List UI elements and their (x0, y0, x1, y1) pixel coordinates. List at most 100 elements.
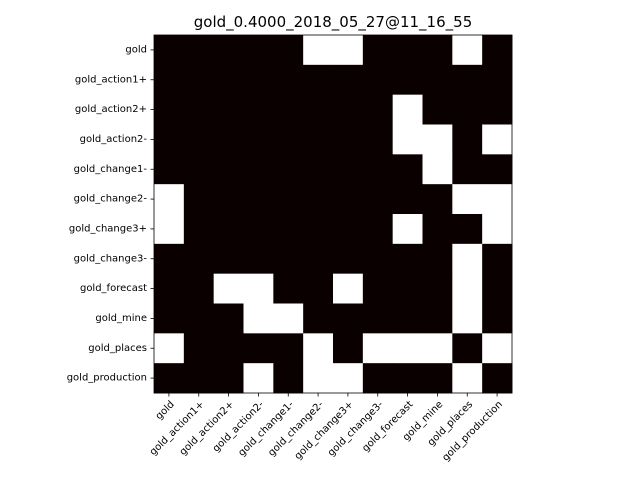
heatmap-cell (452, 333, 483, 364)
heatmap-cell (303, 64, 334, 96)
heatmap-cell (213, 303, 244, 334)
heatmap-cell (303, 303, 334, 334)
heatmap-cell (333, 184, 364, 215)
heatmap-cell (243, 64, 274, 96)
heatmap-cell (422, 184, 453, 215)
heatmap-cell (482, 154, 513, 185)
x-tick-label: gold (154, 399, 177, 422)
heatmap-cell (482, 184, 513, 215)
heatmap-cell (243, 184, 274, 215)
heatmap-cell (183, 64, 215, 96)
heatmap-cell (213, 184, 244, 215)
heatmap-cell (154, 333, 185, 364)
heatmap-cell (273, 214, 304, 245)
heatmap-cell (273, 64, 304, 96)
heatmap-cell (273, 35, 304, 66)
heatmap-cell (452, 363, 483, 394)
heatmap-cell (452, 243, 483, 275)
heatmap-cell (362, 184, 394, 215)
heatmap-cell (452, 303, 483, 334)
y-tick-label: gold_mine (95, 313, 147, 324)
heatmap-cell (392, 333, 423, 364)
y-tick-label: gold_action1+ (75, 74, 147, 85)
heatmap-cell (422, 303, 453, 334)
heatmap-cell (273, 124, 304, 155)
y-tick-label: gold_action2+ (75, 104, 147, 115)
y-tick-label: gold_change1- (74, 164, 148, 175)
y-tick-label: gold_change3- (74, 253, 148, 264)
x-axis: goldgold_action1+gold_action2+gold_actio… (148, 393, 505, 464)
heatmap-cell (183, 94, 215, 125)
y-tick-label: gold_forecast (80, 283, 147, 294)
heatmap-cell (183, 184, 215, 215)
heatmap-cell (362, 124, 394, 155)
heatmap-cells (154, 35, 513, 394)
heatmap-cell (392, 64, 423, 96)
heatmap-cell (392, 214, 423, 245)
heatmap-cell (183, 333, 215, 364)
heatmap-cell (482, 333, 513, 364)
heatmap-cell (362, 273, 394, 304)
heatmap-cell (213, 35, 244, 66)
heatmap-cell (482, 35, 513, 66)
y-tick-label: gold_change2- (74, 194, 148, 205)
x-tick-label: gold_action1+ (148, 399, 207, 458)
heatmap-cell (273, 184, 304, 215)
heatmap-cell (362, 243, 394, 275)
heatmap-cell (303, 124, 334, 155)
heatmap-cell (362, 214, 394, 245)
heatmap-cell (243, 363, 274, 394)
y-axis: gold gold_action1+ gold_action2+ gold_actio… (67, 44, 154, 384)
heatmap-cell (392, 303, 423, 334)
heatmap-cell (482, 273, 513, 304)
heatmap-cell (183, 124, 215, 155)
heatmap-cell (392, 243, 423, 275)
heatmap-cell (154, 184, 185, 215)
heatmap-cell (362, 64, 394, 96)
heatmap-cell (303, 184, 334, 215)
heatmap-cell (422, 64, 453, 96)
heatmap-cell (154, 124, 185, 155)
y-tick-label: gold_change3+ (69, 223, 147, 234)
heatmap-cell (243, 273, 274, 304)
heatmap-cell (154, 273, 185, 304)
heatmap-cell (273, 94, 304, 125)
heatmap-cell (452, 124, 483, 155)
heatmap-cell (243, 94, 274, 125)
heatmap-cell (273, 243, 304, 275)
heatmap-cell (333, 333, 364, 364)
heatmap-cell (362, 35, 394, 66)
x-tick-label: gold_action2+ (178, 399, 237, 458)
heatmap-cell (303, 333, 334, 364)
heatmap-cell (303, 35, 334, 66)
heatmap-cell (243, 333, 274, 364)
heatmap-cell (154, 303, 185, 334)
heatmap-cell (303, 273, 334, 304)
heatmap-cell (303, 214, 334, 245)
heatmap-cell (482, 94, 513, 125)
heatmap-cell (422, 154, 453, 185)
heatmap-cell (243, 124, 274, 155)
y-tick-label: gold_action2- (80, 134, 148, 145)
heatmap-cell (452, 35, 483, 66)
heatmap-cell (303, 363, 334, 394)
heatmap-cell (362, 363, 394, 394)
heatmap-cell (183, 214, 215, 245)
heatmap-cell (154, 243, 185, 275)
heatmap-cell (392, 363, 423, 394)
heatmap-cell (333, 64, 364, 96)
heatmap-cell (183, 303, 215, 334)
heatmap-cell (392, 35, 423, 66)
heatmap-cell (333, 243, 364, 275)
heatmap-cell (243, 303, 274, 334)
heatmap-cell (392, 273, 423, 304)
heatmap-cell (422, 363, 453, 394)
heatmap-cell (333, 303, 364, 334)
heatmap-cell (273, 333, 304, 364)
heatmap-cell (362, 154, 394, 185)
heatmap-cell (154, 64, 185, 96)
heatmap-cell (273, 303, 304, 334)
heatmap-cell (482, 214, 513, 245)
heatmap-cell (392, 154, 423, 185)
